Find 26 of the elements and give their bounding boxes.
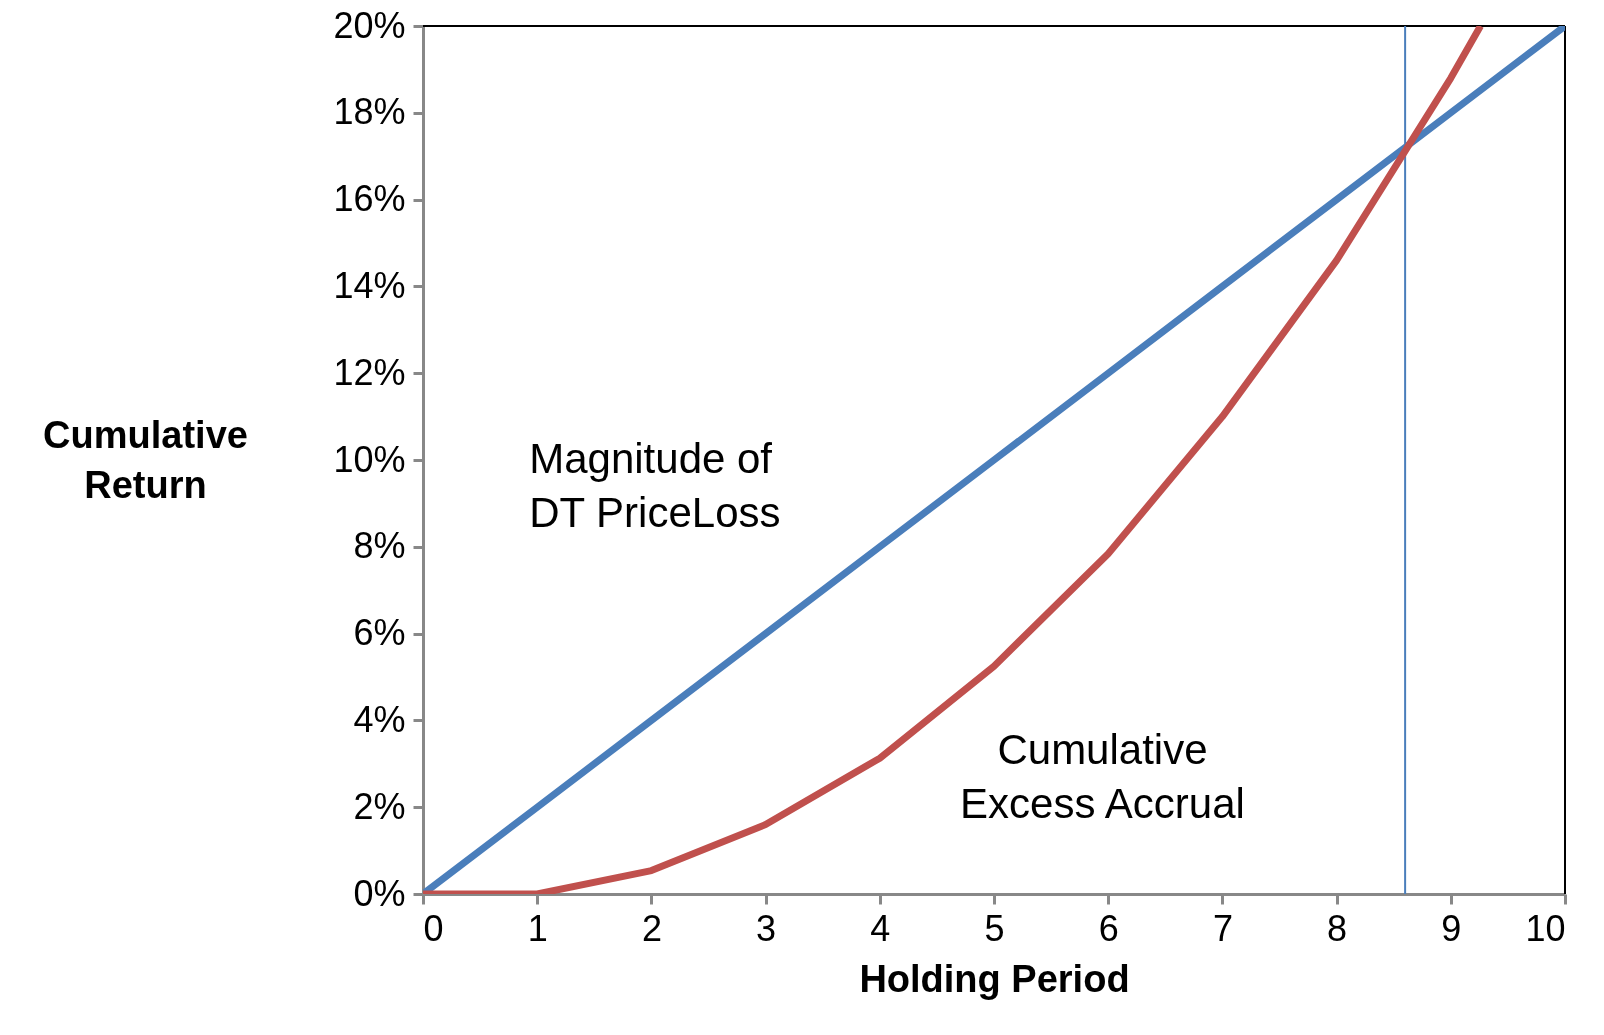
x-tick-label: 9	[1441, 907, 1462, 949]
y-tick-label: 4%	[353, 698, 406, 740]
x-tick-label: 6	[1098, 907, 1119, 949]
y-tick-label: 8%	[353, 525, 406, 567]
y-tick-label: 12%	[333, 351, 406, 393]
x-tick-label: 7	[1212, 907, 1233, 949]
x-tick-label: 8	[1327, 907, 1348, 949]
x-tick-label: 3	[756, 907, 777, 949]
y-tick-label: 18%	[333, 91, 406, 133]
y-tick-label: 16%	[333, 178, 406, 220]
x-tick-label: 2	[641, 907, 662, 949]
x-tick-label: 1	[527, 907, 548, 949]
annotation: Cumulative Excess Accrual	[960, 725, 1245, 827]
y-tick-label: 0%	[353, 872, 406, 914]
y-tick-label: 10%	[333, 438, 406, 480]
x-axis-title: Holding Period	[859, 957, 1130, 1000]
x-tick-label: 5	[984, 907, 1005, 949]
x-tick-label: 0	[423, 907, 444, 949]
y-tick-label: 14%	[333, 264, 406, 306]
y-tick-label: 20%	[333, 4, 406, 46]
x-tick-label: 4	[870, 907, 891, 949]
y-tick-label: 2%	[353, 785, 406, 827]
y-axis-title: Cumulative Return	[43, 413, 248, 506]
x-tick-label: 10	[1525, 907, 1566, 949]
annotation: Magnitude of DT PriceLoss	[529, 435, 781, 536]
y-tick-label: 6%	[353, 612, 406, 654]
